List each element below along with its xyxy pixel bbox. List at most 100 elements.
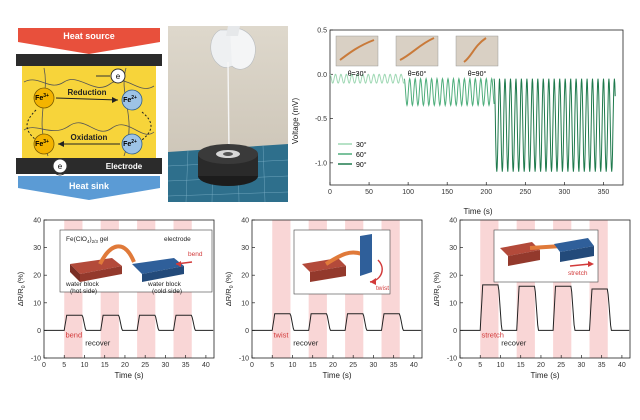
x-tick-label: 25 — [557, 362, 565, 369]
inset-frame — [59, 229, 213, 293]
heat-source-arrow — [18, 28, 160, 54]
y-axis-label: ΔR/R0 (%) — [16, 271, 27, 306]
x-axis-label: Time (s) — [322, 371, 351, 380]
legend: 30° 60° 90° — [338, 141, 367, 169]
inset-photos: θ=30° θ=60° θ=90° — [335, 35, 499, 78]
x-tick-label: 10 — [497, 362, 505, 369]
svg-text:Fe2+: Fe2+ — [123, 95, 137, 104]
x-tick-label: 15 — [101, 362, 109, 369]
y-tick-label: -10 — [239, 356, 249, 363]
water-block-hot — [70, 258, 122, 274]
x-axis-label: Time (s) — [114, 371, 143, 380]
x-tick-label: 40 — [202, 362, 210, 369]
plot-frame — [459, 219, 631, 359]
y-tick-label: 10 — [33, 300, 41, 307]
x-tick-label: 30 — [370, 362, 378, 369]
svg-text:θ=90°: θ=90° — [468, 70, 487, 78]
water-block-cold-front — [560, 246, 594, 262]
bend-arrow-head — [176, 261, 181, 267]
recover-label: recover — [85, 339, 111, 348]
electrode-label: Electrode — [106, 162, 143, 171]
series-line-2 — [403, 76, 495, 108]
svg-text:e: e — [58, 162, 63, 171]
water-block-hot-front — [508, 250, 540, 266]
svg-text:Fe2+: Fe2+ — [123, 139, 137, 148]
fe2-ion-icon — [121, 89, 143, 111]
y-tick-label: 0.0 — [317, 72, 327, 79]
heat-sink-label: Heat sink — [69, 181, 110, 191]
y-axis-label: ΔR/R0 (%) — [432, 271, 443, 306]
inset-twist-label: twist — [376, 285, 389, 292]
svg-text:90°: 90° — [356, 161, 367, 169]
action-label: stretch — [481, 330, 504, 339]
y-axis-label: ΔR/R0 (%) — [224, 271, 235, 306]
stretch-arrow — [569, 263, 591, 267]
x-tick-label: 35 — [182, 362, 190, 369]
x-tick-label: 0 — [328, 189, 332, 196]
svg-text:θ=30°: θ=30° — [348, 70, 367, 78]
x-tick-label: 30 — [578, 362, 586, 369]
inset-gel-label: Fe(ClO4)2/3 gel — [66, 236, 109, 244]
inset-bend-label: bend — [188, 251, 203, 258]
y-tick-label: 20 — [449, 273, 457, 280]
twist-arrow-head — [370, 278, 376, 285]
y-tick-label: 30 — [241, 245, 249, 252]
action-band — [272, 220, 291, 358]
series-line-1 — [329, 73, 405, 84]
y-axis-label: Voltage (mV) — [291, 98, 300, 145]
fe3-ion-icon — [33, 133, 55, 155]
y-tick-label: 30 — [33, 245, 41, 252]
plot-frame — [43, 219, 215, 359]
svg-text:30°: 30° — [356, 141, 367, 149]
water-block-hot-side — [70, 264, 80, 282]
water-block-hot-front — [80, 266, 122, 282]
x-tick-label: 5 — [62, 362, 66, 369]
inset-electrode-label: electrode — [164, 236, 191, 243]
y-tick-label: -10 — [31, 356, 41, 363]
signal-line — [252, 313, 422, 331]
fe2-ion-icon — [121, 133, 143, 155]
y-tick-label: 20 — [241, 273, 249, 280]
reduction-label: Reduction — [67, 88, 106, 97]
recover-label: recover — [293, 339, 319, 348]
x-tick-label: 10 — [81, 362, 89, 369]
x-tick-label: 250 — [519, 189, 531, 196]
oxidation-label: Oxidation — [71, 133, 108, 142]
x-tick-label: 5 — [270, 362, 274, 369]
inset-stretch-label: stretch — [568, 270, 588, 277]
y-tick-label: 40 — [449, 218, 457, 225]
svg-text:θ=60°: θ=60° — [408, 70, 427, 78]
x-tick-label: 300 — [559, 189, 571, 196]
x-tick-label: 200 — [480, 189, 492, 196]
x-tick-label: 150 — [441, 189, 453, 196]
action-label: twist — [273, 330, 289, 339]
inset-wb-hot: water block — [65, 281, 100, 288]
x-tick-label: 0 — [42, 362, 46, 369]
x-tick-label: 100 — [402, 189, 414, 196]
electron-icon — [110, 68, 126, 84]
glove-hand-icon — [210, 26, 256, 70]
x-tick-label: 20 — [121, 362, 129, 369]
svg-text:Fe3+: Fe3+ — [35, 93, 49, 102]
x-tick-label: 10 — [289, 362, 297, 369]
y-tick-label: 30 — [449, 245, 457, 252]
x-tick-label: 350 — [598, 189, 610, 196]
water-block-cold-front — [142, 266, 184, 282]
plot-frame — [329, 29, 624, 186]
plot-frame — [251, 219, 423, 359]
x-tick-label: 5 — [478, 362, 482, 369]
gel-fiber — [98, 244, 136, 265]
x-tick-label: 25 — [349, 362, 357, 369]
signal-line — [44, 314, 214, 331]
x-tick-label: 0 — [458, 362, 462, 369]
x-tick-label: 40 — [618, 362, 626, 369]
svg-text:e: e — [116, 72, 121, 81]
water-block-hot-front — [310, 266, 346, 282]
x-tick-label: 40 — [410, 362, 418, 369]
series-line-3 — [493, 78, 616, 172]
x-tick-label: 35 — [598, 362, 606, 369]
fiber-spool-icon — [198, 144, 258, 186]
fe3-ion-icon — [33, 87, 55, 109]
water-block-cold — [554, 238, 594, 252]
x-tick-label: 25 — [141, 362, 149, 369]
